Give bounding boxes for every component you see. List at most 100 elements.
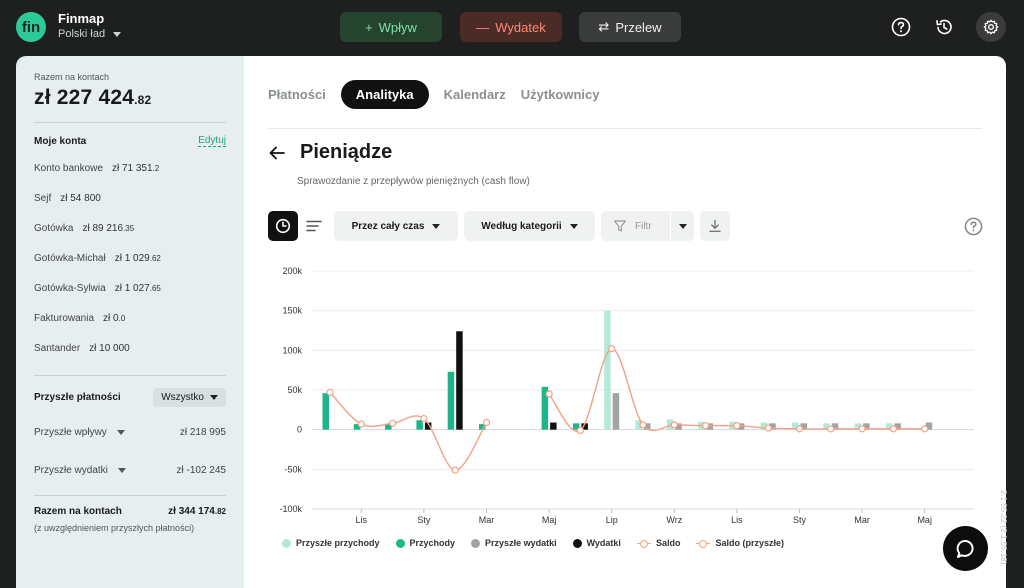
legend-future-expense[interactable]: Przyszłe wydatki bbox=[471, 538, 557, 548]
x-tick-label: Lis bbox=[731, 515, 743, 525]
version-label: 2.1.55.22 (2.1.55.18) bbox=[999, 490, 1008, 565]
account-balance: zł 10 000 bbox=[89, 343, 130, 354]
y-tick-label: 100k bbox=[282, 345, 302, 355]
chart-legend: Przyszłe przychody Przychody Przyszłe wy… bbox=[282, 538, 784, 548]
x-tick-label: Sty bbox=[793, 515, 807, 525]
account-balance: zł 1 027.65 bbox=[115, 283, 161, 294]
y-tick-label: 150k bbox=[282, 306, 302, 316]
bar-income bbox=[479, 424, 486, 430]
saldo-point bbox=[451, 466, 459, 474]
account-name: Fakturowania bbox=[34, 312, 95, 324]
future-expense-label: Przyszłe wydatki bbox=[34, 464, 108, 476]
history-icon bbox=[936, 19, 952, 35]
legend-saldo[interactable]: Saldo bbox=[636, 538, 680, 548]
legend-label: Przychody bbox=[409, 538, 456, 548]
period-value: Przez cały czas bbox=[351, 220, 425, 232]
chevron-down-icon bbox=[569, 223, 578, 229]
y-tick-label: 200k bbox=[282, 266, 302, 276]
back-arrow-icon[interactable] bbox=[268, 144, 286, 162]
transfer-icon: ⇄ bbox=[598, 19, 610, 34]
legend-swatch bbox=[636, 539, 651, 548]
account-item[interactable]: Gotówka zł 89 216.35 bbox=[34, 213, 226, 243]
account-balance-main: zł 89 216 bbox=[82, 222, 124, 234]
period-select[interactable]: Przez cały czas bbox=[334, 211, 458, 241]
account-name: Gotówka-Sylwia bbox=[34, 282, 106, 294]
history-button[interactable] bbox=[929, 12, 959, 42]
legend-income[interactable]: Przychody bbox=[395, 538, 456, 548]
help-icon bbox=[891, 17, 911, 37]
chevron-down-icon bbox=[117, 467, 126, 473]
future-filter-select[interactable]: Wszystko bbox=[153, 388, 226, 407]
future-income-toggle[interactable]: Przyszłe wpływy bbox=[34, 427, 125, 438]
saldo-point bbox=[827, 425, 835, 433]
bar-future-expense bbox=[863, 423, 870, 430]
account-item[interactable]: Santander zł 10 000 bbox=[34, 333, 226, 363]
help-button[interactable] bbox=[886, 12, 916, 42]
tab-users[interactable]: Użytkownicy bbox=[520, 87, 600, 102]
saldo-point bbox=[608, 345, 616, 353]
account-balance-cents: .62 bbox=[149, 253, 161, 263]
bar-future-income bbox=[760, 422, 768, 430]
filter-separator bbox=[669, 211, 671, 241]
bar-expense bbox=[424, 422, 432, 430]
saldo-point bbox=[889, 425, 898, 433]
plus-icon: + bbox=[365, 19, 373, 35]
projected-total-main: zł 344 174 bbox=[168, 506, 215, 517]
bar-income bbox=[322, 393, 329, 430]
legend-swatch bbox=[572, 538, 582, 548]
list-view-button[interactable] bbox=[300, 211, 328, 241]
app-logo: fin bbox=[16, 12, 46, 42]
account-name: Gotówka bbox=[34, 222, 74, 234]
future-expense-toggle[interactable]: Przyszłe wydatki bbox=[34, 465, 126, 476]
divider bbox=[34, 375, 226, 376]
chevron-down-icon bbox=[432, 223, 441, 229]
bar-income bbox=[572, 423, 580, 430]
account-item[interactable]: Gotówka-Sylwia zł 1 027.65 bbox=[34, 273, 226, 303]
account-name: Santander bbox=[34, 342, 81, 354]
tab-calendar[interactable]: Kalendarz bbox=[443, 87, 506, 102]
chevron-down-icon[interactable] bbox=[678, 223, 687, 229]
tab-payments[interactable]: Płatności bbox=[268, 87, 326, 102]
top-bar: fin Finmap Polski ład + Wpływ — Wydatek … bbox=[0, 0, 1024, 56]
chat-icon bbox=[956, 539, 974, 558]
saldo-point bbox=[545, 390, 553, 398]
saldo-point bbox=[326, 388, 334, 396]
y-tick-label: 50k bbox=[287, 385, 302, 395]
legend-future-income[interactable]: Przyszłe przychody bbox=[282, 538, 380, 548]
bar-future-expense bbox=[925, 422, 933, 430]
add-transfer-button[interactable]: ⇄ Przelew bbox=[579, 12, 681, 42]
legend-expense[interactable]: Wydatki bbox=[572, 538, 621, 548]
add-income-button[interactable]: + Wpływ bbox=[340, 12, 442, 42]
bar-future-income bbox=[792, 422, 799, 430]
future-payments-heading: Przyszłe płatności bbox=[34, 392, 121, 403]
account-item[interactable]: Sejf zł 54 800 bbox=[34, 183, 226, 213]
bar-future-expense bbox=[769, 423, 776, 430]
chart-view-button[interactable] bbox=[268, 211, 298, 241]
legend-label: Przyszłe wydatki bbox=[485, 538, 557, 548]
settings-button[interactable] bbox=[976, 12, 1006, 42]
bar-future-income bbox=[604, 310, 611, 430]
legend-label: Przyszłe przychody bbox=[296, 538, 380, 548]
account-item[interactable]: Konto bankowe zł 71 351.2 bbox=[34, 153, 226, 183]
chat-button[interactable] bbox=[943, 526, 988, 571]
x-tick-label: Lis bbox=[356, 515, 368, 525]
add-income-label: Wpływ bbox=[378, 19, 417, 35]
main-panel: Płatności Analityka Kalendarz Użytkownic… bbox=[244, 56, 1006, 588]
tab-analytics[interactable]: Analityka bbox=[340, 80, 429, 109]
download-button[interactable] bbox=[700, 211, 730, 241]
filter-button[interactable]: Filtr bbox=[601, 211, 694, 241]
account-balance-cents: .65 bbox=[149, 283, 161, 293]
help-icon[interactable] bbox=[964, 217, 983, 236]
group-select[interactable]: Według kategorii bbox=[464, 211, 595, 241]
account-name: Sejf bbox=[34, 192, 52, 204]
account-balance-cents: .0 bbox=[118, 313, 126, 323]
legend-saldo-future[interactable]: Saldo (przyszłe) bbox=[696, 538, 784, 548]
future-header: Przyszłe płatności Wszystko bbox=[34, 388, 226, 407]
chevron-down-icon bbox=[210, 395, 218, 400]
account-item[interactable]: Gotówka-Michał zł 1 029.62 bbox=[34, 243, 226, 273]
account-item[interactable]: Fakturowania zł 0.0 bbox=[34, 303, 226, 333]
edit-accounts-link[interactable]: Edytuj bbox=[198, 135, 226, 147]
add-expense-button[interactable]: — Wydatek bbox=[460, 12, 562, 42]
workspace-selector[interactable]: Polski ład bbox=[58, 28, 122, 40]
tab-bar: Płatności Analityka Kalendarz Użytkownic… bbox=[268, 80, 600, 109]
